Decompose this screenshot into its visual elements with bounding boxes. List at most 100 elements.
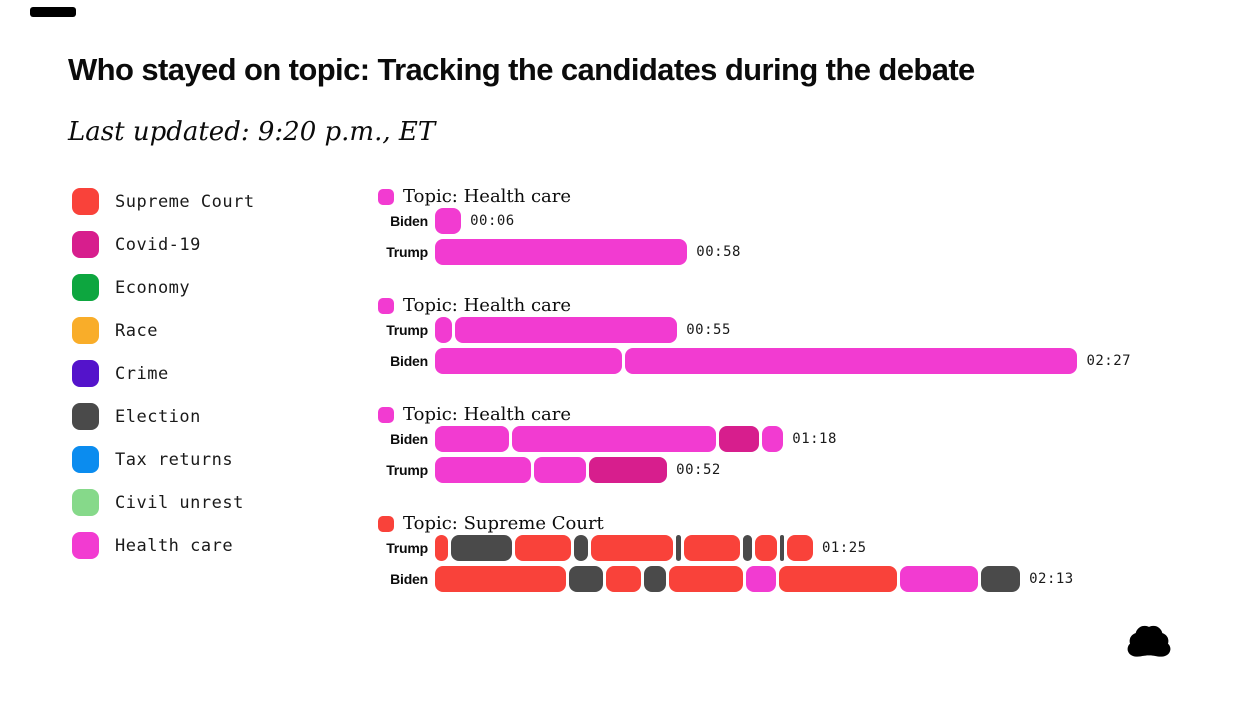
legend-label: Health care xyxy=(115,535,234,556)
segment-covid-19 xyxy=(719,426,759,452)
segment-supreme-court xyxy=(435,535,449,561)
candidate-label: Trump xyxy=(386,462,428,478)
topic-header: Topic: Health care xyxy=(378,295,1218,317)
segment-election xyxy=(568,566,604,592)
topic-header-label: Topic: Supreme Court xyxy=(403,513,604,534)
charts: Topic: Health care Biden 00:06 Trump 00:58 To… xyxy=(378,186,1218,622)
crime-swatch xyxy=(72,360,99,387)
health-care-swatch xyxy=(72,532,99,559)
legend-item-supreme-court: Supreme Court xyxy=(72,188,255,215)
time-label: 00:55 xyxy=(686,322,731,338)
time-label: 01:25 xyxy=(821,540,867,556)
segment-supreme-court xyxy=(590,535,674,561)
nbc-peacock-logo xyxy=(1127,625,1171,657)
topic-swatch xyxy=(378,189,394,205)
legend-item-health-care: Health care xyxy=(72,532,255,559)
topic-header: Topic: Health care xyxy=(378,186,1218,208)
segment-health-care xyxy=(761,426,784,452)
segment-health-care xyxy=(511,426,717,452)
segment-election xyxy=(743,535,752,561)
candidate-row: Biden 01:18 xyxy=(378,426,1218,452)
segment-election xyxy=(779,535,784,561)
segment-supreme-court xyxy=(683,535,741,561)
legend-item-civil-unrest: Civil unrest xyxy=(72,489,255,516)
timeline-bar xyxy=(435,566,1021,592)
top-left-mark xyxy=(30,7,76,17)
timeline-bar xyxy=(435,208,462,234)
candidate-row: Biden 02:27 xyxy=(378,348,1218,374)
candidate-row: Trump 00:58 xyxy=(378,239,1218,265)
candidate-label: Trump xyxy=(386,244,428,260)
candidate-row: Biden 02:13 xyxy=(378,566,1218,592)
candidate-row: Biden 00:06 xyxy=(378,208,1218,234)
legend-item-crime: Crime xyxy=(72,360,255,387)
legend-label: Covid-19 xyxy=(115,234,201,255)
segment-health-care xyxy=(435,426,509,452)
segment-election xyxy=(574,535,588,561)
segment-health-care xyxy=(435,317,453,343)
topic-swatch xyxy=(378,407,394,423)
chart-section: Topic: Health care Trump 00:55 Biden 02:27 xyxy=(378,295,1218,374)
covid-19-swatch xyxy=(72,231,99,258)
timeline-bar xyxy=(435,426,784,452)
candidate-label: Biden xyxy=(390,431,428,447)
candidate-label: Trump xyxy=(386,322,428,338)
candidate-row: Trump 00:55 xyxy=(378,317,1218,343)
topic-header-label: Topic: Health care xyxy=(403,295,572,316)
segment-supreme-court xyxy=(435,566,566,592)
legend-item-covid-19: Covid-19 xyxy=(72,231,255,258)
topic-header: Topic: Supreme Court xyxy=(378,513,1218,535)
tax-returns-swatch xyxy=(72,446,99,473)
segment-health-care xyxy=(625,348,1078,374)
topic-swatch xyxy=(378,298,394,314)
time-label: 02:13 xyxy=(1029,571,1074,587)
segment-election xyxy=(451,535,512,561)
segment-health-care xyxy=(435,208,462,234)
legend-label: Economy xyxy=(115,277,191,298)
segment-supreme-court xyxy=(514,535,572,561)
election-swatch xyxy=(72,403,99,430)
segment-election xyxy=(676,535,681,561)
timeline-bar xyxy=(435,457,668,483)
segment-supreme-court xyxy=(779,566,897,592)
time-label: 01:18 xyxy=(792,431,837,447)
topic-header-label: Topic: Health care xyxy=(403,404,572,425)
timeline-bar xyxy=(435,535,813,561)
segment-health-care xyxy=(533,457,586,483)
segment-covid-19 xyxy=(588,457,668,483)
legend-label: Race xyxy=(115,320,158,341)
page-title: Who stayed on topic: Tracking the candid… xyxy=(68,52,975,87)
candidate-label: Biden xyxy=(390,213,428,229)
segment-supreme-court xyxy=(668,566,743,592)
candidate-row: Trump 00:52 xyxy=(378,457,1218,483)
legend: Supreme Court Covid-19 Economy Race Crime Ele… xyxy=(72,188,255,575)
candidate-label: Biden xyxy=(390,571,428,587)
segment-supreme-court xyxy=(754,535,777,561)
segment-health-care xyxy=(455,317,678,343)
time-label: 00:06 xyxy=(470,213,515,229)
legend-label: Crime xyxy=(115,363,169,384)
segment-supreme-court xyxy=(606,566,642,592)
segment-health-care xyxy=(435,348,623,374)
civil-unrest-swatch xyxy=(72,489,99,516)
economy-swatch xyxy=(72,274,99,301)
timeline-bar xyxy=(435,239,688,265)
legend-label: Election xyxy=(115,406,201,427)
segment-health-care xyxy=(435,239,688,265)
candidate-label: Biden xyxy=(390,353,428,369)
chart-section: Topic: Health care Biden 00:06 Trump 00:58 xyxy=(378,186,1218,265)
legend-item-race: Race xyxy=(72,317,255,344)
time-label: 00:52 xyxy=(676,462,721,478)
topic-header-label: Topic: Health care xyxy=(403,186,572,207)
time-label: 02:27 xyxy=(1086,353,1132,369)
chart-section: Topic: Health care Biden 01:18 Trump 00:52 xyxy=(378,404,1218,483)
topic-header: Topic: Health care xyxy=(378,404,1218,426)
segment-election xyxy=(644,566,666,592)
timeline-bar xyxy=(435,348,1078,374)
legend-item-election: Election xyxy=(72,403,255,430)
time-label: 00:58 xyxy=(696,244,741,260)
timeline-bar xyxy=(435,317,678,343)
segment-election xyxy=(980,566,1021,592)
supreme-court-swatch xyxy=(72,188,99,215)
